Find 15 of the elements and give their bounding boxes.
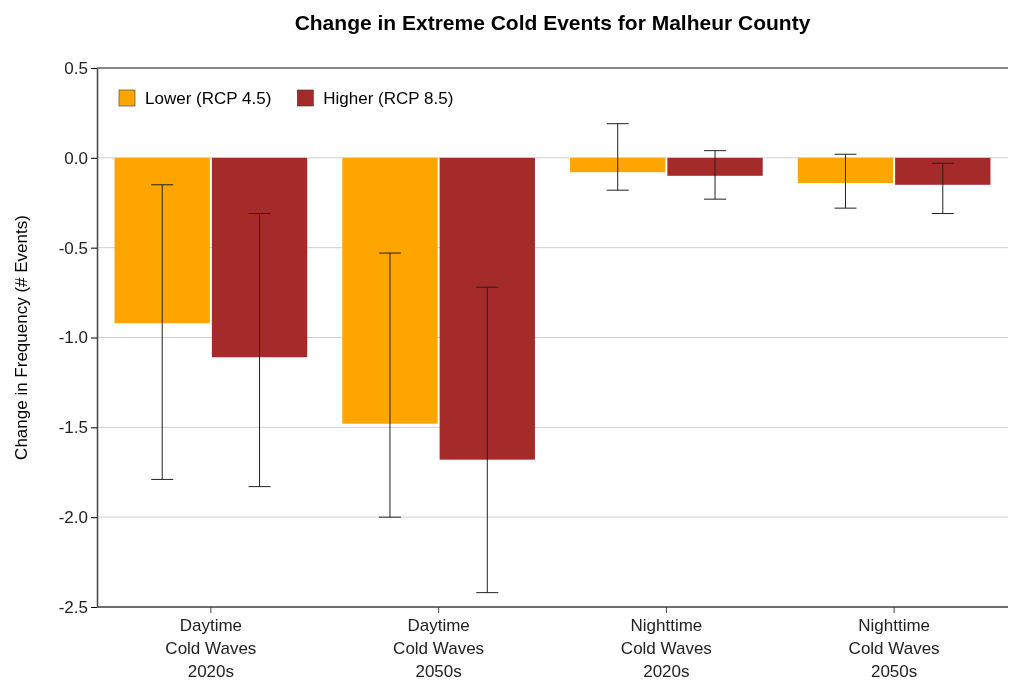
x-tick-label: Daytime Cold Waves 2020s	[165, 616, 257, 681]
y-tick-label: -2.0	[58, 508, 88, 528]
y-axis-title: Change in Frequency (# Events)	[12, 215, 31, 460]
legend-label: Higher (RCP 8.5)	[323, 89, 454, 108]
y-tick-label: -2.5	[58, 597, 88, 617]
x-tick-label: Nighttime Cold Waves 2050s	[848, 616, 940, 681]
y-tick-label: 0.0	[64, 148, 88, 168]
legend-label: Lower (RCP 4.5)	[145, 89, 272, 108]
y-tick-label: -1.5	[58, 418, 88, 438]
x-tick-label: Nighttime Cold Waves 2020s	[620, 616, 712, 681]
chart-title: Change in Extreme Cold Events for Malheur County	[294, 11, 811, 34]
y-tick-label: 0.5	[64, 58, 88, 78]
x-tick-label: Daytime Cold Waves 2050s	[393, 616, 485, 681]
y-tick-label: -1.0	[58, 328, 88, 348]
y-tick-label: -0.5	[58, 238, 88, 258]
